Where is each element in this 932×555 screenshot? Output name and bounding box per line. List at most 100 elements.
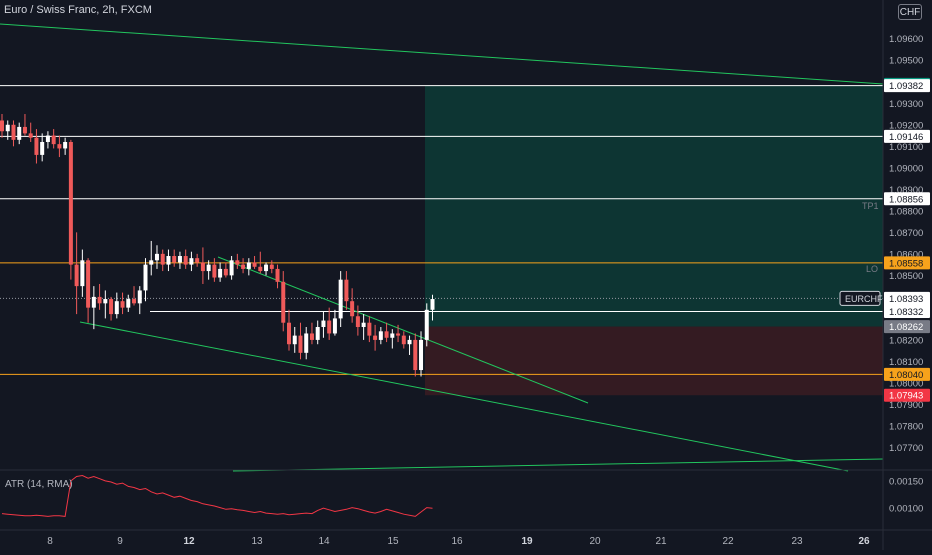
candle-body xyxy=(373,335,378,340)
currency-selector[interactable]: CHF xyxy=(898,4,922,20)
candle-body xyxy=(57,144,62,149)
candle-body xyxy=(344,279,349,302)
candle-body xyxy=(229,260,234,276)
candle-body xyxy=(378,331,383,340)
candle-body xyxy=(287,322,291,345)
time-tick-label: 20 xyxy=(589,536,601,547)
price-tick-label: 1.08000 xyxy=(889,378,923,389)
candle-body xyxy=(114,301,119,315)
candle-body xyxy=(63,141,68,149)
candle-body xyxy=(269,264,274,269)
candle-body xyxy=(264,264,269,272)
candle-body xyxy=(103,299,108,304)
candle-body xyxy=(309,333,314,340)
tp1-annotation: TP1 xyxy=(862,200,879,211)
candle-body xyxy=(126,299,131,308)
candle-body xyxy=(109,299,114,315)
candle-body xyxy=(200,262,205,272)
price-axis-badge xyxy=(884,192,930,206)
price-axis-badge-label: 1.08332 xyxy=(889,307,923,318)
price-axis-badge xyxy=(884,305,930,319)
candle-body xyxy=(413,339,418,371)
price-axis-badge xyxy=(884,320,930,334)
candle-body xyxy=(419,339,424,371)
time-tick-label: 21 xyxy=(655,536,667,547)
candle-body xyxy=(350,301,355,317)
price-tick-label: 1.09500 xyxy=(889,56,923,67)
candle-body xyxy=(292,335,297,345)
symbol-tag-box xyxy=(839,290,881,306)
candle-body xyxy=(338,279,343,319)
position-loss-zone xyxy=(425,326,883,396)
time-tick-label: 12 xyxy=(183,536,195,547)
price-axis-badge xyxy=(884,256,930,270)
candle-body xyxy=(160,253,165,265)
candle-body xyxy=(68,141,73,265)
time-tick-label: 15 xyxy=(387,536,399,547)
candle-body xyxy=(132,299,137,304)
atr-line xyxy=(1,474,433,517)
candle-body xyxy=(74,264,79,287)
price-axis-badge-label: 1.08856 xyxy=(889,194,923,205)
price-tick-label: 1.09100 xyxy=(889,142,923,153)
price-axis-badge-label: 1.08393 xyxy=(889,294,923,305)
candle-body xyxy=(361,322,366,328)
chart-title: Euro / Swiss Franc, 2h, FXCM xyxy=(4,4,152,16)
lo-annotation: LO xyxy=(866,263,879,274)
price-axis-badge xyxy=(884,388,930,402)
price-tick-label: 1.08900 xyxy=(889,185,923,196)
trendline-lower xyxy=(79,321,849,472)
candle-body xyxy=(45,135,50,142)
candle-body xyxy=(166,256,171,265)
candle-body xyxy=(206,264,211,272)
price-tick-label: 1.09300 xyxy=(889,99,923,110)
candle-body xyxy=(327,320,332,334)
symbol-tag: EURCHF xyxy=(845,294,883,304)
candle-body xyxy=(367,322,372,336)
time-tick-label: 9 xyxy=(117,536,123,547)
price-tick-label: 1.08600 xyxy=(889,249,923,260)
price-tick-label: 1.08800 xyxy=(889,206,923,217)
price-axis-badge-label: 1.09382 xyxy=(889,81,923,92)
candle-body xyxy=(0,120,4,132)
candle-body xyxy=(120,301,125,308)
candle-body xyxy=(424,309,429,340)
price-tick-label: 1.08200 xyxy=(889,335,923,346)
candle-body xyxy=(80,260,85,287)
atr-indicator-label[interactable]: ATR (14, RMA) xyxy=(5,479,73,490)
time-tick-label: 19 xyxy=(521,536,533,547)
candle-body xyxy=(34,137,39,155)
trendline-mid xyxy=(217,256,589,404)
position-profit-zone xyxy=(425,85,883,327)
candle-body xyxy=(218,268,223,278)
price-tick-label: 1.07800 xyxy=(889,421,923,432)
price-tick-label: 1.09600 xyxy=(889,34,923,45)
candle-body xyxy=(332,318,337,334)
price-axis-badge-label: 1.09146 xyxy=(889,132,923,143)
time-tick-label: 14 xyxy=(318,536,330,547)
candle-body xyxy=(355,316,360,328)
candle-body xyxy=(137,290,142,304)
trendline-bottom xyxy=(232,458,884,472)
candle-body xyxy=(246,262,251,269)
candle-body xyxy=(172,256,177,263)
time-tick-label: 22 xyxy=(722,536,734,547)
candle-body xyxy=(275,268,280,282)
time-tick-label: 8 xyxy=(47,536,53,547)
candle-body xyxy=(241,264,246,269)
candle-body xyxy=(401,335,406,345)
candle-body xyxy=(298,335,303,353)
price-tick-label: 1.08500 xyxy=(889,271,923,282)
price-axis-badge-label: 1.08040 xyxy=(889,370,923,381)
price-tick-label: 1.07900 xyxy=(889,400,923,411)
candle-body xyxy=(384,331,389,338)
candle-body xyxy=(149,260,154,265)
price-axis-badge-label: 1.07943 xyxy=(889,391,923,402)
price-tick-label: 1.08100 xyxy=(889,357,923,368)
candle-body xyxy=(97,296,102,304)
candle-body xyxy=(235,260,240,265)
candle-body xyxy=(258,266,263,272)
time-tick-label: 16 xyxy=(451,536,463,547)
